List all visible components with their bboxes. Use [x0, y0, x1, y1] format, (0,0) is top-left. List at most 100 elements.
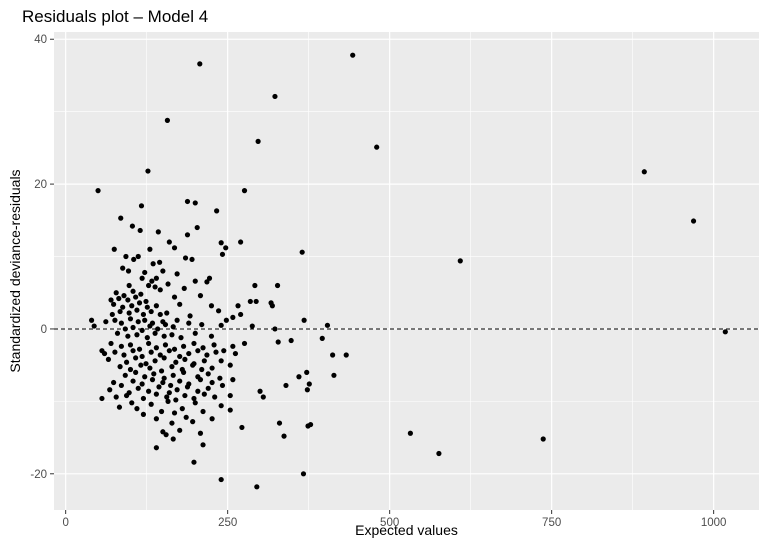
- data-point: [135, 385, 141, 391]
- data-point: [174, 271, 180, 277]
- data-point: [407, 430, 413, 436]
- data-point: [275, 339, 281, 345]
- data-point: [162, 342, 169, 348]
- data-point: [197, 430, 204, 436]
- data-point: [241, 340, 248, 347]
- data-point: [157, 287, 163, 293]
- data-point: [260, 394, 266, 400]
- data-point: [200, 442, 206, 448]
- data-point: [177, 301, 183, 307]
- x-axis-ticks: 0 250 500 750 1000: [62, 510, 726, 529]
- data-point: [160, 379, 166, 386]
- data-point: [108, 297, 114, 303]
- plot-panel: [54, 32, 759, 510]
- data-point: [135, 253, 141, 260]
- data-point: [184, 384, 191, 390]
- data-point: [103, 319, 109, 325]
- data-point: [177, 353, 183, 360]
- data-point: [213, 349, 219, 355]
- data-point: [120, 304, 126, 310]
- data-point: [149, 377, 156, 383]
- data-point: [164, 394, 170, 400]
- data-point: [166, 348, 172, 354]
- data-point: [276, 420, 283, 426]
- data-points: [88, 52, 728, 490]
- data-point: [88, 317, 95, 323]
- data-point: [257, 388, 263, 394]
- data-point: [170, 436, 176, 442]
- data-point: [212, 394, 218, 400]
- data-point: [142, 317, 148, 323]
- data-point: [219, 251, 226, 257]
- data-point: [206, 275, 213, 281]
- data-point: [133, 369, 139, 375]
- data-point: [253, 298, 259, 305]
- data-point: [269, 303, 275, 309]
- data-point: [111, 379, 117, 386]
- data-point: [209, 365, 215, 371]
- data-point: [722, 329, 728, 335]
- data-point: [174, 387, 180, 393]
- data-point: [174, 317, 180, 323]
- data-point: [191, 395, 197, 402]
- y-axis-ticks: -20 0 20 40: [30, 34, 54, 481]
- data-point: [143, 298, 149, 305]
- data-point: [147, 323, 153, 329]
- data-point: [241, 188, 248, 194]
- data-point: [208, 303, 215, 309]
- x-tick-label: 1000: [701, 517, 727, 529]
- data-point: [135, 319, 141, 325]
- data-point: [200, 345, 206, 351]
- data-point: [230, 377, 236, 383]
- data-point: [134, 406, 140, 412]
- data-point: [436, 450, 442, 457]
- data-point: [152, 358, 158, 364]
- data-point: [283, 382, 289, 389]
- data-point: [140, 395, 147, 402]
- data-point: [138, 362, 144, 368]
- data-point: [150, 261, 156, 267]
- data-point: [155, 229, 161, 235]
- data-point: [126, 310, 132, 316]
- data-point: [152, 284, 158, 290]
- data-point: [184, 198, 191, 205]
- data-point: [343, 352, 349, 358]
- data-point: [161, 375, 167, 381]
- data-point: [107, 387, 113, 393]
- data-point: [324, 322, 331, 328]
- data-point: [125, 268, 132, 274]
- data-point: [116, 404, 123, 410]
- data-point: [133, 355, 139, 361]
- data-point: [101, 350, 108, 357]
- data-point: [122, 372, 128, 378]
- data-point: [142, 374, 148, 380]
- data-point: [131, 256, 137, 263]
- data-point: [152, 330, 158, 336]
- data-point: [218, 240, 224, 246]
- data-point: [134, 332, 140, 338]
- data-point: [153, 391, 159, 397]
- data-point: [129, 400, 135, 406]
- data-point: [218, 403, 224, 409]
- data-point: [118, 320, 124, 326]
- data-point: [255, 138, 261, 144]
- data-point: [301, 317, 307, 323]
- data-point: [304, 369, 310, 375]
- data-point: [182, 255, 189, 261]
- data-point: [238, 311, 244, 318]
- data-point: [148, 349, 154, 355]
- data-point: [148, 308, 154, 315]
- data-point: [218, 358, 224, 364]
- data-point: [281, 433, 287, 439]
- data-point: [130, 288, 136, 294]
- data-point: [217, 375, 223, 381]
- data-point: [139, 275, 145, 281]
- data-point: [230, 314, 236, 320]
- data-point: [179, 406, 185, 412]
- data-point: [139, 327, 145, 333]
- data-point: [197, 293, 204, 299]
- data-point: [223, 317, 229, 323]
- data-point: [173, 397, 179, 403]
- data-point: [140, 411, 147, 417]
- data-point: [109, 311, 115, 318]
